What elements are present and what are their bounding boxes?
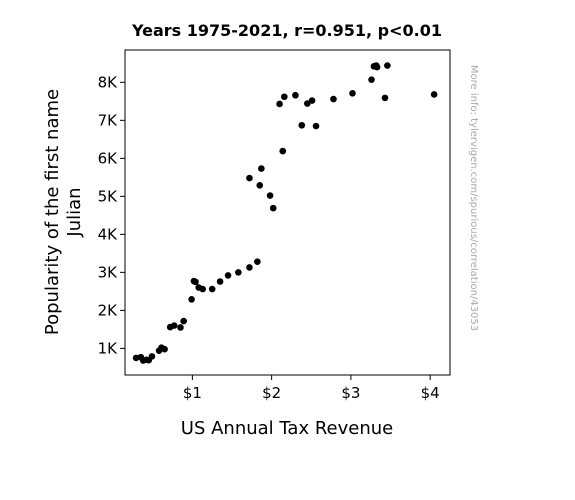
y-tick-label: 4K bbox=[98, 225, 119, 243]
data-point bbox=[384, 62, 391, 69]
y-axis: 1K 2K 3K 4K 5K 6K 7K 8K bbox=[98, 73, 125, 357]
data-point bbox=[177, 324, 184, 331]
data-point bbox=[381, 94, 389, 102]
data-point bbox=[246, 174, 253, 182]
y-tick-label: 7K bbox=[98, 111, 119, 129]
data-point bbox=[298, 121, 306, 129]
data-point bbox=[276, 100, 283, 108]
plot-area: $1 $2 $3 $4 1K 2K 3K 4K 5K 6K 7K 8K bbox=[98, 49, 451, 402]
x-tick-label: $3 bbox=[341, 384, 360, 402]
data-point bbox=[199, 285, 206, 293]
x-axis-label: US Annual Tax Revenue bbox=[181, 418, 393, 439]
data-point bbox=[208, 285, 216, 293]
data-point bbox=[188, 296, 195, 303]
data-point bbox=[308, 97, 316, 104]
data-point bbox=[373, 63, 381, 71]
data-point bbox=[304, 100, 311, 107]
data-points bbox=[132, 62, 438, 364]
data-point bbox=[180, 317, 187, 325]
data-point bbox=[254, 258, 261, 266]
y-tick-label: 2K bbox=[98, 301, 119, 319]
data-point bbox=[279, 147, 287, 155]
data-point bbox=[349, 90, 356, 97]
data-point bbox=[312, 122, 320, 130]
data-point bbox=[368, 76, 375, 83]
y-axis-label-line1: Popularity of the first name bbox=[42, 89, 63, 335]
data-point bbox=[266, 192, 274, 199]
y-tick-label: 1K bbox=[98, 339, 119, 357]
data-point bbox=[161, 345, 168, 353]
x-axis: $1 $2 $3 $4 bbox=[183, 375, 440, 402]
data-point bbox=[148, 353, 156, 360]
data-point bbox=[258, 165, 265, 172]
y-tick-label: 8K bbox=[98, 73, 119, 91]
plot-frame bbox=[124, 49, 451, 376]
data-point bbox=[192, 278, 199, 286]
data-point bbox=[216, 278, 224, 285]
y-axis-label-line2: Julian bbox=[64, 187, 85, 237]
data-point bbox=[430, 91, 438, 98]
y-tick-label: 6K bbox=[98, 149, 119, 167]
source-note: More info: tylervigen.com/spurious/corre… bbox=[468, 65, 479, 331]
x-tick-label: $4 bbox=[421, 384, 440, 402]
data-point bbox=[235, 269, 242, 276]
data-point bbox=[256, 182, 264, 189]
data-point bbox=[281, 93, 288, 101]
y-tick-label: 5K bbox=[98, 187, 119, 205]
data-point bbox=[246, 264, 253, 271]
data-point bbox=[330, 95, 337, 103]
data-point bbox=[269, 204, 277, 212]
x-tick-label: $2 bbox=[262, 384, 281, 402]
chart-title: Years 1975-2021, r=0.951, p<0.01 bbox=[131, 21, 442, 40]
data-point bbox=[292, 91, 299, 99]
data-point bbox=[170, 322, 178, 329]
x-tick-label: $1 bbox=[183, 384, 202, 402]
data-point bbox=[224, 272, 232, 279]
y-tick-label: 3K bbox=[98, 263, 119, 281]
